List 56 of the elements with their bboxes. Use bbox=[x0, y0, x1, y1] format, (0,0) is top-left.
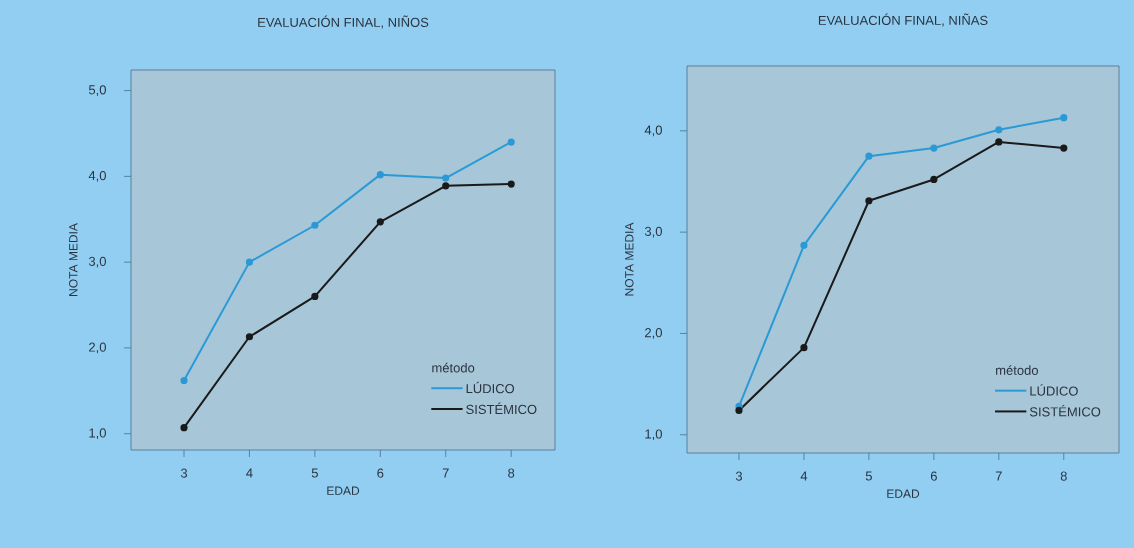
point bbox=[930, 144, 938, 152]
legend-title: método bbox=[432, 362, 475, 373]
legend-label: SISTÉMICO bbox=[1029, 405, 1101, 417]
point bbox=[376, 218, 384, 226]
point bbox=[311, 221, 319, 229]
y-tick-label: 2,0 bbox=[89, 342, 106, 354]
point bbox=[442, 182, 450, 190]
point bbox=[865, 152, 873, 160]
y-tick-label: 5,0 bbox=[88, 85, 106, 96]
x-tick-label: 3 bbox=[180, 468, 188, 478]
legend-label: LÚDICO bbox=[466, 381, 515, 394]
point bbox=[507, 180, 515, 188]
y-axis-title: NOTA MEDIA bbox=[69, 223, 78, 296]
point bbox=[245, 333, 254, 341]
x-tick-label: 6 bbox=[377, 468, 384, 478]
point bbox=[930, 175, 938, 184]
y-tick-label: 1,0 bbox=[645, 429, 662, 441]
x-tick-label: 5 bbox=[865, 471, 872, 481]
point bbox=[245, 258, 254, 266]
x-tick-label: 7 bbox=[995, 471, 1002, 481]
point bbox=[995, 138, 1003, 146]
y-tick-label: 3,0 bbox=[88, 256, 106, 268]
point bbox=[800, 241, 808, 249]
x-tick-label: 3 bbox=[735, 471, 743, 481]
x-axis-title: EDAD bbox=[327, 486, 360, 495]
x-tick-label: 7 bbox=[442, 468, 449, 478]
y-tick-label: 3,0 bbox=[644, 226, 662, 238]
y-tick-label: 1,0 bbox=[89, 428, 106, 440]
legend-label: LÚDICO bbox=[1030, 384, 1078, 396]
legend-label: SISTÉMICO bbox=[466, 402, 537, 415]
x-tick-label: 8 bbox=[508, 468, 515, 478]
x-tick-label: 6 bbox=[930, 471, 937, 481]
y-tick-label: 2,0 bbox=[645, 328, 662, 339]
point bbox=[442, 174, 450, 182]
x-tick-label: 5 bbox=[311, 468, 318, 478]
point bbox=[311, 292, 319, 301]
y-axis-title: NOTA MEDIA bbox=[625, 222, 634, 296]
point bbox=[180, 424, 188, 432]
y-tick-label: 4,0 bbox=[644, 125, 662, 137]
point bbox=[995, 126, 1003, 134]
x-tick-label: 4 bbox=[800, 471, 808, 481]
point bbox=[735, 406, 743, 415]
point bbox=[800, 344, 808, 352]
x-tick-label: 4 bbox=[246, 468, 253, 478]
legend-title: método bbox=[996, 365, 1038, 375]
y-tick-label: 4,0 bbox=[88, 170, 106, 182]
point bbox=[507, 138, 515, 146]
point bbox=[376, 171, 384, 179]
chart-title: EVALUACIÓN FINAL, NIÑOS bbox=[258, 15, 429, 29]
point bbox=[180, 376, 188, 385]
point bbox=[1060, 144, 1068, 152]
chart-title: EVALUACIÓN FINAL, NIÑAS bbox=[818, 13, 988, 27]
point bbox=[1060, 114, 1068, 122]
point bbox=[865, 197, 873, 205]
x-axis-title: EDAD bbox=[887, 489, 920, 498]
x-tick-label: 8 bbox=[1060, 471, 1067, 481]
